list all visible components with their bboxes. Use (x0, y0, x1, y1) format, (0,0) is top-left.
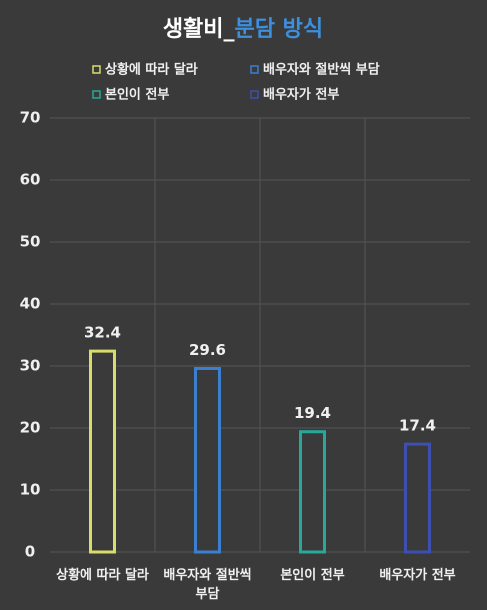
y-tick-label: 20 (20, 419, 41, 437)
legend-label: 배우자가 전부 (263, 87, 339, 103)
bar (194, 366, 221, 554)
legend-label: 상황에 따라 달라 (105, 62, 198, 78)
y-tick-label: 60 (20, 171, 41, 189)
y-tick-label: 70 (20, 109, 41, 127)
value-label: 29.6 (189, 341, 226, 359)
bar (89, 349, 116, 554)
value-label: 17.4 (399, 417, 436, 435)
x-tick-label: 본인이 전부 (280, 568, 345, 583)
value-label: 32.4 (84, 324, 121, 342)
title-part: 분담 방식 (235, 17, 324, 42)
legend-label: 배우자와 절반씩 부담 (263, 62, 380, 78)
legend-swatch (250, 65, 259, 74)
x-tick-label: 상황에 따라 달라 (56, 568, 149, 583)
y-tick-label: 40 (20, 295, 41, 313)
legend-swatch (92, 90, 101, 99)
bar (299, 430, 326, 554)
chart-title: 생활비_분담 방식 (163, 17, 323, 42)
bar (404, 442, 431, 554)
y-tick-label: 50 (20, 233, 41, 251)
legend-swatch (92, 65, 101, 74)
y-tick-label: 0 (25, 543, 35, 561)
x-tick-label: 배우자가 전부 (379, 568, 456, 583)
value-label: 19.4 (294, 404, 331, 422)
title-part: 생활비_ (163, 17, 235, 42)
x-tick-label: 배우자와 절반씩 부담 (163, 568, 252, 602)
legend-label: 본인이 전부 (105, 87, 169, 103)
y-tick-label: 10 (20, 481, 41, 499)
legend-swatch (250, 90, 259, 99)
y-tick-label: 30 (20, 357, 41, 375)
